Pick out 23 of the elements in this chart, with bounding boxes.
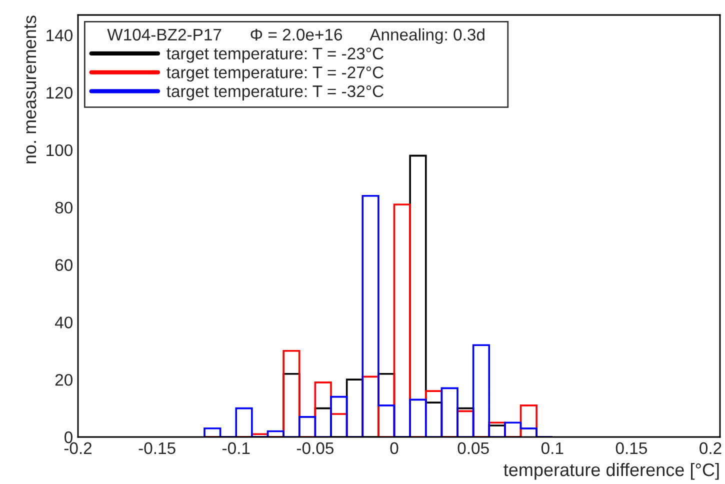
legend-title: W104-BZ2-P17 Φ = 2.0e+16 Annealing: 0.3d bbox=[107, 28, 484, 44]
x-tick-label: -0.15 bbox=[138, 442, 176, 454]
x-axis-title: temperature difference [°C] bbox=[504, 462, 719, 480]
x-tick-label: 0 bbox=[390, 442, 398, 454]
y-axis-title: no. measurements bbox=[24, 16, 36, 164]
y-tick-label: 140 bbox=[46, 29, 72, 42]
legend-label: target temperature: T = -32°C bbox=[166, 85, 384, 100]
x-tick-label: -0.05 bbox=[296, 442, 334, 454]
x-tick-label: 0.05 bbox=[458, 442, 489, 454]
x-tick-label: 0.15 bbox=[616, 442, 647, 454]
legend-label: target temperature: T = -23°C bbox=[166, 48, 384, 63]
y-tick-label: 60 bbox=[55, 259, 72, 271]
y-tick-label: 0 bbox=[64, 431, 72, 444]
x-tick-label: 0.1 bbox=[541, 442, 564, 454]
y-tick-label: 80 bbox=[55, 202, 72, 214]
y-tick-label: 40 bbox=[54, 316, 72, 328]
legend-label: target temperature: T = -27°C bbox=[166, 66, 384, 82]
x-tick-label: 0.2 bbox=[700, 442, 722, 454]
x-tick-label: -0.1 bbox=[222, 442, 250, 454]
y-tick-label: 20 bbox=[55, 374, 72, 386]
x-tick-label: -0.2 bbox=[64, 442, 92, 454]
y-tick-label: 100 bbox=[46, 144, 72, 156]
y-tick-label: 120 bbox=[46, 86, 72, 99]
